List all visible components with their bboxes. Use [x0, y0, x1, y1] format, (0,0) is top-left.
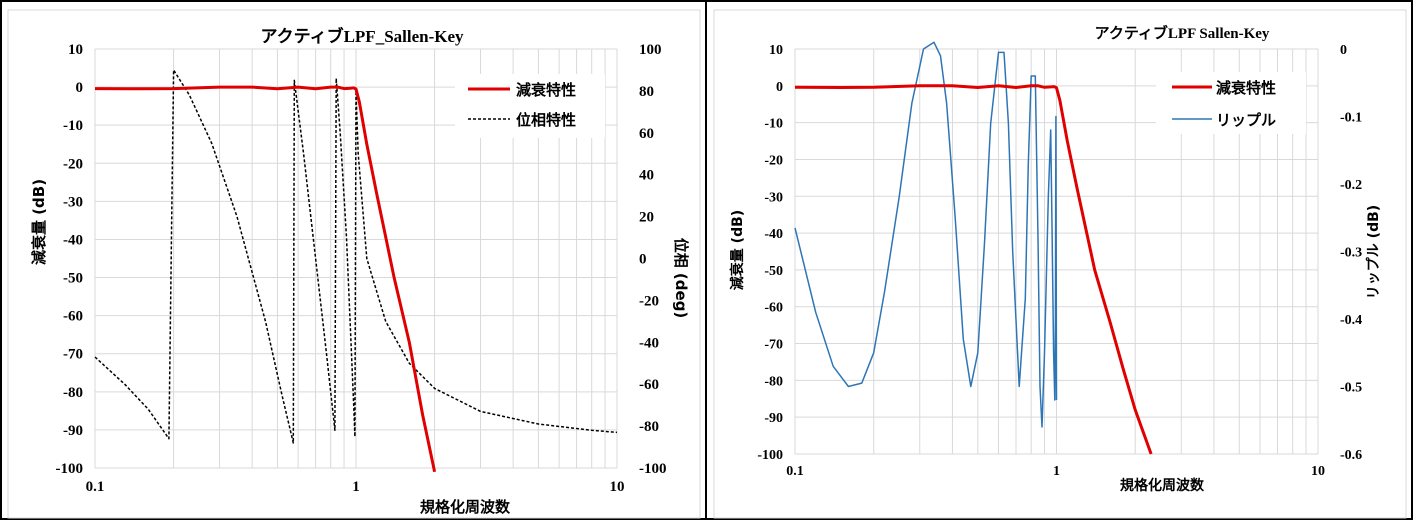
y-axis-label: 減衰量 (dB) [729, 210, 746, 290]
series-line-attenuation [794, 84, 1153, 455]
y-tick-label: -70 [63, 347, 83, 363]
y2-tick-label: 40 [639, 168, 654, 184]
y-tick-label: -70 [764, 338, 783, 353]
y2-tick-label: 0 [1340, 43, 1347, 58]
series-line-phase [94, 69, 618, 444]
y2-axis-label: リップル (dB) [1366, 205, 1382, 299]
y2-tick-label: -0.5 [1340, 381, 1362, 396]
y-tick-label: -60 [63, 309, 83, 325]
y-tick-label: -90 [764, 411, 783, 426]
series-line-attenuation [94, 85, 437, 473]
x-tick-label: 1 [352, 479, 360, 495]
y-tick-label: 0 [76, 80, 84, 96]
x-tick-label: 10 [1311, 464, 1325, 479]
y-tick-label: -40 [764, 227, 783, 242]
chart-attenuation-phase: 100-10-20-30-40-50-60-70-80-90-100100806… [30, 26, 690, 516]
legend-label-attenuation: 減衰特性 [516, 81, 576, 99]
y2-tick-label: -0.6 [1340, 448, 1362, 463]
legend: 減衰特性 リップル [1156, 72, 1306, 134]
y2-tick-label: -80 [639, 419, 659, 435]
y-tick-label: -100 [757, 448, 783, 463]
y-tick-label: -80 [63, 385, 83, 401]
y2-tick-label: -60 [639, 377, 659, 393]
y2-tick-label: 100 [639, 42, 662, 58]
y2-tick-label: -20 [639, 293, 659, 309]
series-line-ripple [794, 41, 1058, 428]
y-tick-label: 10 [68, 42, 83, 58]
series-group [794, 41, 1153, 455]
legend-label-attenuation: 減衰特性 [1216, 79, 1276, 97]
y-tick-label: -100 [56, 461, 84, 477]
chart-title: アクティブLPF Sallen-Key [1095, 24, 1270, 42]
x-tick-label: 0.1 [86, 479, 105, 495]
y-tick-label: -30 [764, 190, 783, 205]
y2-tick-label: -40 [639, 335, 659, 351]
x-axis-label: 規格化周波数 [420, 498, 511, 516]
y2-tick-label: -0.3 [1340, 246, 1362, 261]
y2-tick-label: 20 [639, 210, 654, 226]
y2-tick-label: -100 [639, 461, 667, 477]
y2-tick-label: 60 [639, 126, 654, 142]
axis-ticks: 10 0 -10 -20 -30 -40 -50 -60 -70 -80 -90 -100 0 -0.1 -… [757, 43, 1362, 479]
y-tick-label: -80 [764, 374, 783, 389]
plot-grid [794, 48, 1319, 455]
y2-tick-label: -0.4 [1340, 313, 1362, 328]
y-tick-label: 10 [769, 43, 783, 58]
y2-axis-label: 位相 (deg) [672, 238, 690, 319]
x-tick-label: 1 [1053, 464, 1060, 479]
y-axis-label: 減衰量 (dB) [30, 179, 48, 265]
series-group [94, 69, 618, 473]
x-tick-label: 10 [610, 479, 625, 495]
y-tick-label: -90 [63, 423, 83, 439]
legend-label-phase: 位相特性 [516, 111, 576, 129]
y-tick-label: -50 [764, 264, 783, 279]
y-tick-label: -50 [63, 271, 83, 287]
y-tick-label: -30 [63, 194, 83, 210]
y2-tick-label: -0.2 [1340, 178, 1362, 193]
y-tick-label: -60 [764, 301, 783, 316]
legend-label-ripple: リップル [1216, 111, 1276, 129]
y-tick-label: -20 [764, 153, 783, 168]
y-tick-label: -10 [764, 117, 783, 132]
x-axis-label: 規格化周波数 [1120, 477, 1205, 494]
y2-tick-label: 80 [639, 84, 654, 100]
y-tick-label: -40 [63, 232, 83, 248]
legend: 減衰特性 位相特性 [455, 74, 605, 138]
y-tick-label: -20 [63, 156, 83, 172]
chart-title: アクティブLPF_Sallen-Key [260, 26, 464, 46]
x-tick-label: 0.1 [786, 464, 804, 479]
axis-ticks: 100-10-20-30-40-50-60-70-80-90-100100806… [56, 42, 667, 495]
y-tick-label: 0 [776, 80, 783, 95]
y-tick-label: -10 [63, 118, 83, 134]
y2-tick-label: -0.1 [1340, 111, 1362, 126]
y2-tick-label: 0 [639, 252, 647, 268]
chart-attenuation-ripple: 10 0 -10 -20 -30 -40 -50 -60 -70 -80 -90 -100 0 -0.1 -… [729, 24, 1382, 494]
